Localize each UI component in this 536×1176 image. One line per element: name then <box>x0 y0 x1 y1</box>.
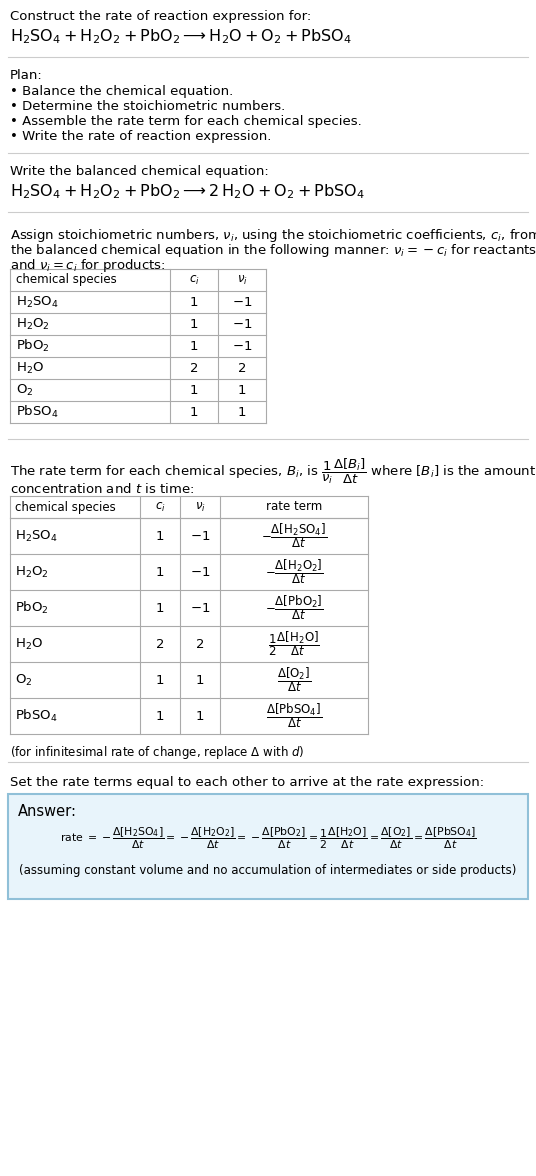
Text: 1: 1 <box>196 709 204 722</box>
Text: $-\dfrac{\Delta[\mathrm{PbO_2}]}{\Delta t}$: $-\dfrac{\Delta[\mathrm{PbO_2}]}{\Delta … <box>265 594 323 622</box>
Text: $\nu_i$: $\nu_i$ <box>195 501 205 514</box>
Bar <box>8 794 528 898</box>
Text: $\mathregular{H_2SO_4 + H_2O_2 + PbO_2 \longrightarrow 2\,H_2O + O_2 + PbSO_4}$: $\mathregular{H_2SO_4 + H_2O_2 + PbO_2 \… <box>10 182 365 201</box>
Text: $\mathrm{PbO_2}$: $\mathrm{PbO_2}$ <box>15 600 49 616</box>
Text: $c_i$: $c_i$ <box>155 501 165 514</box>
Text: 1: 1 <box>238 406 246 419</box>
Text: $\mathrm{H_2O_2}$: $\mathrm{H_2O_2}$ <box>16 316 50 332</box>
Text: $\mathrm{PbSO_4}$: $\mathrm{PbSO_4}$ <box>15 708 58 724</box>
Text: (assuming constant volume and no accumulation of intermediates or side products): (assuming constant volume and no accumul… <box>19 864 517 877</box>
Text: the balanced chemical equation in the following manner: $\nu_i = -c_i$ for react: the balanced chemical equation in the fo… <box>10 242 536 259</box>
Text: chemical species: chemical species <box>15 501 116 514</box>
Text: Construct the rate of reaction expression for:: Construct the rate of reaction expressio… <box>10 11 311 24</box>
Text: rate term: rate term <box>266 501 322 514</box>
Text: rate $= -\dfrac{\Delta[\mathrm{H_2SO_4}]}{\Delta t} = -\dfrac{\Delta[\mathrm{H_2: rate $= -\dfrac{\Delta[\mathrm{H_2SO_4}]… <box>59 826 477 851</box>
Text: 1: 1 <box>156 601 164 615</box>
Text: $-1$: $-1$ <box>232 318 252 330</box>
Text: $-1$: $-1$ <box>190 566 210 579</box>
Text: 1: 1 <box>156 566 164 579</box>
Text: 1: 1 <box>190 383 198 396</box>
Text: $\mathregular{H_2SO_4 + H_2O_2 + PbO_2 \longrightarrow H_2O + O_2 + PbSO_4}$: $\mathregular{H_2SO_4 + H_2O_2 + PbO_2 \… <box>10 27 352 46</box>
Text: $c_i$: $c_i$ <box>189 274 199 287</box>
Text: $\mathrm{H_2SO_4}$: $\mathrm{H_2SO_4}$ <box>15 528 58 543</box>
Text: 1: 1 <box>156 709 164 722</box>
Text: $\dfrac{\Delta[\mathrm{O_2}]}{\Delta t}$: $\dfrac{\Delta[\mathrm{O_2}]}{\Delta t}$ <box>277 666 311 694</box>
Text: The rate term for each chemical species, $B_i$, is $\dfrac{1}{\nu_i}\dfrac{\Delt: The rate term for each chemical species,… <box>10 457 536 487</box>
Text: $\dfrac{1}{2}\dfrac{\Delta[\mathrm{H_2O}]}{\Delta t}$: $\dfrac{1}{2}\dfrac{\Delta[\mathrm{H_2O}… <box>268 629 320 659</box>
Text: $\dfrac{\Delta[\mathrm{PbSO_4}]}{\Delta t}$: $\dfrac{\Delta[\mathrm{PbSO_4}]}{\Delta … <box>266 702 322 730</box>
Text: 2: 2 <box>190 361 198 374</box>
Text: $-\dfrac{\Delta[\mathrm{H_2O_2}]}{\Delta t}$: $-\dfrac{\Delta[\mathrm{H_2O_2}]}{\Delta… <box>265 557 323 587</box>
Text: concentration and $t$ is time:: concentration and $t$ is time: <box>10 482 194 496</box>
Text: $\mathrm{PbSO_4}$: $\mathrm{PbSO_4}$ <box>16 403 59 420</box>
Text: • Write the rate of reaction expression.: • Write the rate of reaction expression. <box>10 131 271 143</box>
Text: Plan:: Plan: <box>10 69 43 82</box>
Text: Write the balanced chemical equation:: Write the balanced chemical equation: <box>10 165 269 178</box>
Text: 1: 1 <box>190 340 198 353</box>
Text: 2: 2 <box>156 637 164 650</box>
Text: (for infinitesimal rate of change, replace $\Delta$ with $d$): (for infinitesimal rate of change, repla… <box>10 744 304 761</box>
Text: Answer:: Answer: <box>18 804 77 818</box>
Text: $-1$: $-1$ <box>232 295 252 308</box>
Text: $\mathrm{O_2}$: $\mathrm{O_2}$ <box>16 382 33 397</box>
Text: chemical species: chemical species <box>16 274 117 287</box>
Text: $\mathrm{H_2SO_4}$: $\mathrm{H_2SO_4}$ <box>16 294 58 309</box>
Text: 1: 1 <box>156 529 164 542</box>
Text: $-\dfrac{\Delta[\mathrm{H_2SO_4}]}{\Delta t}$: $-\dfrac{\Delta[\mathrm{H_2SO_4}]}{\Delt… <box>261 522 327 550</box>
Text: and $\nu_i = c_i$ for products:: and $\nu_i = c_i$ for products: <box>10 258 166 274</box>
Text: 1: 1 <box>190 406 198 419</box>
Text: $-1$: $-1$ <box>190 601 210 615</box>
Text: 1: 1 <box>238 383 246 396</box>
Text: • Determine the stoichiometric numbers.: • Determine the stoichiometric numbers. <box>10 100 285 113</box>
Text: $\mathrm{O_2}$: $\mathrm{O_2}$ <box>15 673 33 688</box>
Text: 1: 1 <box>190 318 198 330</box>
Text: $-1$: $-1$ <box>190 529 210 542</box>
Text: Set the rate terms equal to each other to arrive at the rate expression:: Set the rate terms equal to each other t… <box>10 776 484 789</box>
Text: 1: 1 <box>196 674 204 687</box>
Text: $\mathrm{H_2O}$: $\mathrm{H_2O}$ <box>15 636 43 652</box>
Text: $\mathrm{H_2O}$: $\mathrm{H_2O}$ <box>16 361 44 375</box>
Text: 2: 2 <box>238 361 246 374</box>
Text: 1: 1 <box>190 295 198 308</box>
Text: 1: 1 <box>156 674 164 687</box>
Text: 2: 2 <box>196 637 204 650</box>
Text: $\nu_i$: $\nu_i$ <box>236 274 248 287</box>
Text: Assign stoichiometric numbers, $\nu_i$, using the stoichiometric coefficients, $: Assign stoichiometric numbers, $\nu_i$, … <box>10 227 536 243</box>
Text: $\mathrm{PbO_2}$: $\mathrm{PbO_2}$ <box>16 338 50 354</box>
Text: • Assemble the rate term for each chemical species.: • Assemble the rate term for each chemic… <box>10 115 362 128</box>
Text: • Balance the chemical equation.: • Balance the chemical equation. <box>10 85 233 98</box>
Text: $-1$: $-1$ <box>232 340 252 353</box>
Text: $\mathrm{H_2O_2}$: $\mathrm{H_2O_2}$ <box>15 564 49 580</box>
